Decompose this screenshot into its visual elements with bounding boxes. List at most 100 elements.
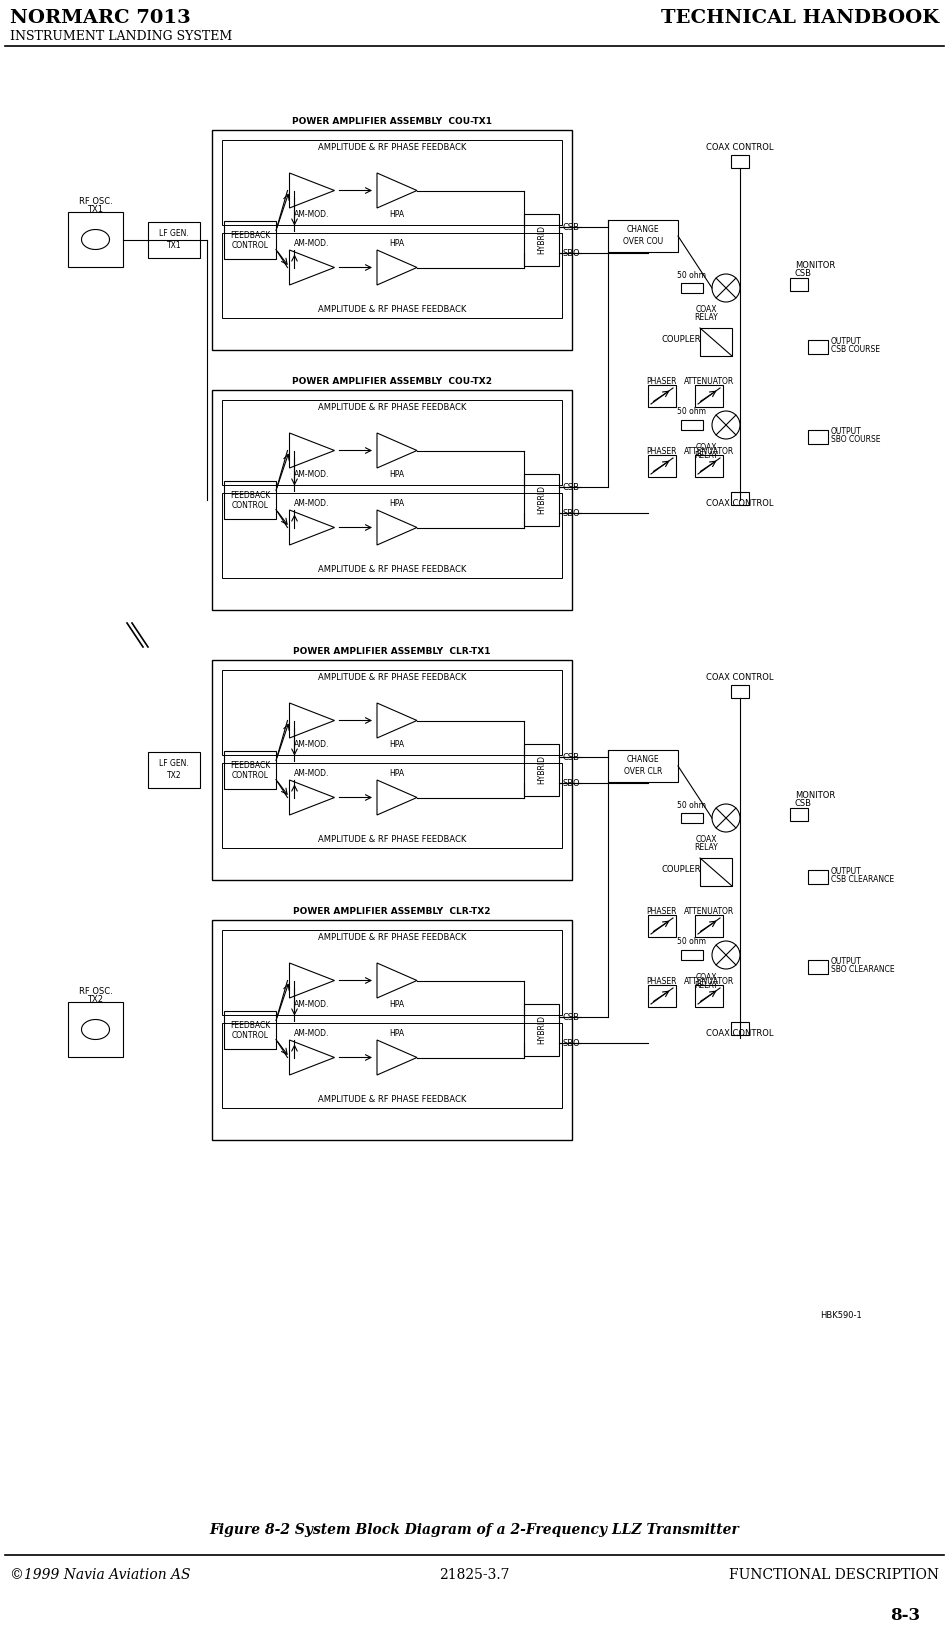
Text: SBO COURSE: SBO COURSE	[831, 436, 881, 444]
Text: OUTPUT: OUTPUT	[831, 338, 862, 346]
Text: CONTROL: CONTROL	[232, 240, 269, 250]
Text: AM-MOD.: AM-MOD.	[294, 1030, 329, 1038]
Text: CSB: CSB	[795, 269, 812, 279]
Text: AM-MOD.: AM-MOD.	[294, 1000, 329, 1009]
Text: MONITOR: MONITOR	[795, 790, 835, 800]
Bar	[808, 429, 828, 444]
Text: Figure 8-2 System Block Diagram of a 2-Frequency LLZ Transmitter: Figure 8-2 System Block Diagram of a 2-F…	[209, 1523, 739, 1537]
Bar	[222, 233, 562, 318]
Bar	[524, 214, 559, 266]
Text: AMPLITUDE & RF PHASE FEEDBACK: AMPLITUDE & RF PHASE FEEDBACK	[318, 674, 466, 682]
Text: AM-MOD.: AM-MOD.	[294, 499, 329, 508]
Bar	[524, 473, 559, 526]
Text: HPA: HPA	[389, 211, 404, 219]
Bar	[681, 950, 703, 960]
Text: 50 ohm: 50 ohm	[678, 408, 706, 416]
Bar	[224, 481, 276, 519]
Bar	[224, 1010, 276, 1049]
Text: CHANGE: CHANGE	[626, 225, 660, 235]
Text: CSB: CSB	[795, 800, 812, 808]
Bar	[222, 400, 562, 485]
Bar	[648, 455, 676, 477]
Text: CSB: CSB	[563, 1012, 580, 1022]
Text: OUTPUT: OUTPUT	[831, 958, 862, 966]
Text: TX2: TX2	[87, 996, 103, 1005]
Text: COUPLER: COUPLER	[662, 336, 701, 344]
Text: FEEDBACK: FEEDBACK	[230, 491, 270, 499]
Bar	[681, 813, 703, 823]
Text: POWER AMPLIFIER ASSEMBLY  COU-TX2: POWER AMPLIFIER ASSEMBLY COU-TX2	[292, 377, 492, 385]
Text: RELAY: RELAY	[694, 844, 717, 852]
Text: FEEDBACK: FEEDBACK	[230, 761, 270, 770]
Bar	[148, 222, 200, 258]
Text: COAX CONTROL: COAX CONTROL	[706, 498, 773, 508]
Bar	[224, 751, 276, 788]
Bar	[808, 870, 828, 885]
Text: ATTENUATOR: ATTENUATOR	[684, 907, 735, 917]
Text: HPA: HPA	[389, 1000, 404, 1009]
Bar	[681, 282, 703, 294]
Text: HBK590-1: HBK590-1	[820, 1310, 862, 1320]
Text: ©1999 Navia Aviation AS: ©1999 Navia Aviation AS	[10, 1568, 191, 1581]
Text: RELAY: RELAY	[694, 313, 717, 323]
Bar	[681, 419, 703, 429]
Text: AMPLITUDE & RF PHASE FEEDBACK: AMPLITUDE & RF PHASE FEEDBACK	[318, 566, 466, 574]
Text: OUTPUT: OUTPUT	[831, 428, 862, 436]
Bar	[648, 385, 676, 406]
Text: INSTRUMENT LANDING SYSTEM: INSTRUMENT LANDING SYSTEM	[10, 29, 233, 42]
Text: AM-MOD.: AM-MOD.	[294, 470, 329, 480]
Text: RF OSC.: RF OSC.	[79, 987, 112, 997]
Text: HPA: HPA	[389, 499, 404, 508]
Bar	[648, 916, 676, 937]
Text: COAX CONTROL: COAX CONTROL	[706, 1028, 773, 1038]
Text: HPA: HPA	[389, 1030, 404, 1038]
Text: AM-MOD.: AM-MOD.	[294, 238, 329, 248]
Bar	[68, 1002, 123, 1058]
Text: TX1: TX1	[167, 242, 181, 250]
Bar	[222, 764, 562, 849]
Text: CSB: CSB	[563, 752, 580, 762]
Text: HPA: HPA	[389, 238, 404, 248]
Text: CONTROL: CONTROL	[232, 501, 269, 509]
Text: ATTENUATOR: ATTENUATOR	[684, 978, 735, 986]
Bar	[224, 220, 276, 259]
Text: FEEDBACK: FEEDBACK	[230, 230, 270, 240]
Text: 50 ohm: 50 ohm	[678, 937, 706, 947]
Text: SBO CLEARANCE: SBO CLEARANCE	[831, 966, 895, 974]
Text: 21825-3.7: 21825-3.7	[438, 1568, 510, 1581]
Bar	[608, 751, 678, 782]
Text: AM-MOD.: AM-MOD.	[294, 211, 329, 219]
Bar	[212, 131, 572, 349]
Text: OVER COU: OVER COU	[623, 238, 663, 246]
Bar	[524, 744, 559, 796]
Text: COUPLER: COUPLER	[662, 865, 701, 875]
Text: TX1: TX1	[87, 206, 103, 214]
Text: NORMARC 7013: NORMARC 7013	[10, 10, 191, 28]
Bar	[608, 220, 678, 251]
Bar	[212, 390, 572, 610]
Bar	[148, 752, 200, 788]
Text: FUNCTIONAL DESCRIPTION: FUNCTIONAL DESCRIPTION	[729, 1568, 939, 1581]
Text: AM-MOD.: AM-MOD.	[294, 769, 329, 778]
Text: PHASER: PHASER	[647, 447, 678, 457]
Text: COAX: COAX	[696, 305, 716, 315]
Text: RF OSC.: RF OSC.	[79, 197, 112, 207]
Text: HYBRID: HYBRID	[537, 225, 546, 255]
Text: CSB COURSE: CSB COURSE	[831, 346, 880, 354]
Text: CHANGE: CHANGE	[626, 756, 660, 764]
Bar	[222, 930, 562, 1015]
Bar	[222, 493, 562, 578]
Text: POWER AMPLIFIER ASSEMBLY  CLR-TX2: POWER AMPLIFIER ASSEMBLY CLR-TX2	[293, 906, 491, 916]
Text: ATTENUATOR: ATTENUATOR	[684, 447, 735, 457]
Text: CSB CLEARANCE: CSB CLEARANCE	[831, 875, 894, 885]
Bar	[731, 1022, 749, 1035]
Text: 50 ohm: 50 ohm	[678, 801, 706, 809]
Text: ATTENUATOR: ATTENUATOR	[684, 377, 735, 387]
Bar	[695, 916, 723, 937]
Bar	[808, 960, 828, 974]
Text: LF GEN.: LF GEN.	[159, 230, 189, 238]
Text: PHASER: PHASER	[647, 978, 678, 986]
Text: AMPLITUDE & RF PHASE FEEDBACK: AMPLITUDE & RF PHASE FEEDBACK	[318, 836, 466, 844]
Text: COAX: COAX	[696, 973, 716, 981]
Text: HPA: HPA	[389, 769, 404, 778]
